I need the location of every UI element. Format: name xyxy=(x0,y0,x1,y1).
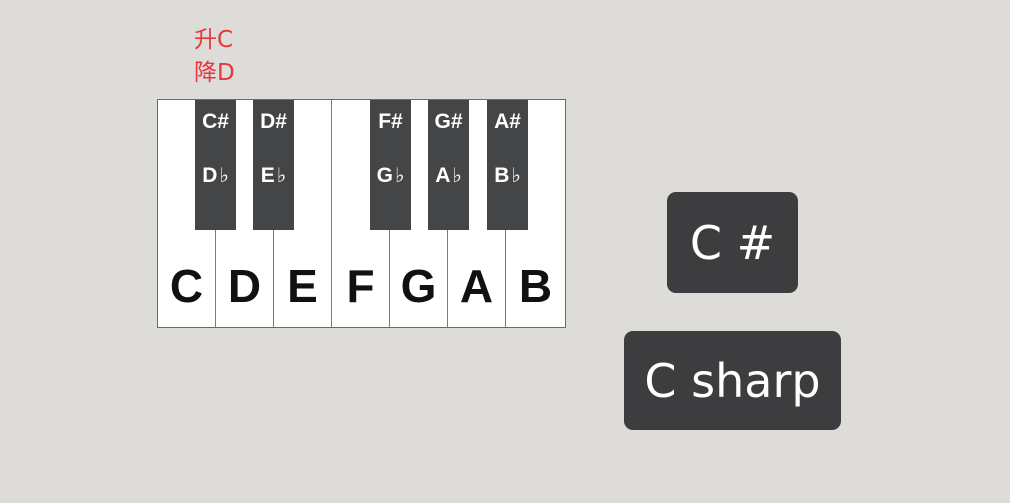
white-key-b[interactable]: B xyxy=(506,100,565,327)
white-key-label: E xyxy=(287,260,318,312)
flat-label: E ♭ xyxy=(260,163,287,187)
sharp-label: C# xyxy=(202,110,229,133)
flat-symbol: ♭ xyxy=(394,163,405,187)
sharp-label: D# xyxy=(260,110,287,133)
piano-keyboard: C D E F G A B C# D ♭ D# E ♭ F# G ♭ G# A ♭ A#… xyxy=(157,99,566,328)
black-key-c-sharp[interactable]: C# D ♭ xyxy=(195,100,236,230)
annotation-sharp-name: 升C xyxy=(194,27,234,53)
flat-label: D ♭ xyxy=(202,163,229,187)
note-symbol-chip: C # xyxy=(667,192,798,293)
note-annotation: 升C 降D xyxy=(194,24,235,90)
flat-label: A ♭ xyxy=(435,163,462,187)
sharp-label: G# xyxy=(434,110,463,133)
note-name-chip: C sharp xyxy=(624,331,841,430)
flat-symbol: ♭ xyxy=(276,163,287,187)
white-key-label: C xyxy=(169,260,204,312)
flat-label: B ♭ xyxy=(494,163,521,187)
black-key-a-sharp[interactable]: A# B ♭ xyxy=(487,100,528,230)
white-key-label: D xyxy=(227,260,262,312)
black-key-f-sharp[interactable]: F# G ♭ xyxy=(370,100,411,230)
flat-symbol: ♭ xyxy=(452,163,462,187)
flat-symbol: ♭ xyxy=(219,163,229,187)
white-key-label: F xyxy=(346,260,375,312)
white-key-label: G xyxy=(400,260,437,312)
sharp-label: F# xyxy=(378,110,403,133)
black-key-d-sharp[interactable]: D# E ♭ xyxy=(253,100,294,230)
sharp-label: A# xyxy=(494,110,521,133)
flat-symbol: ♭ xyxy=(511,163,521,187)
annotation-flat-name: 降D xyxy=(194,60,235,86)
black-key-g-sharp[interactable]: G# A ♭ xyxy=(428,100,469,230)
white-key-label: A xyxy=(459,260,494,312)
white-key-label: B xyxy=(518,260,553,312)
flat-label: G ♭ xyxy=(376,163,405,187)
white-key-e[interactable]: E xyxy=(274,100,332,327)
